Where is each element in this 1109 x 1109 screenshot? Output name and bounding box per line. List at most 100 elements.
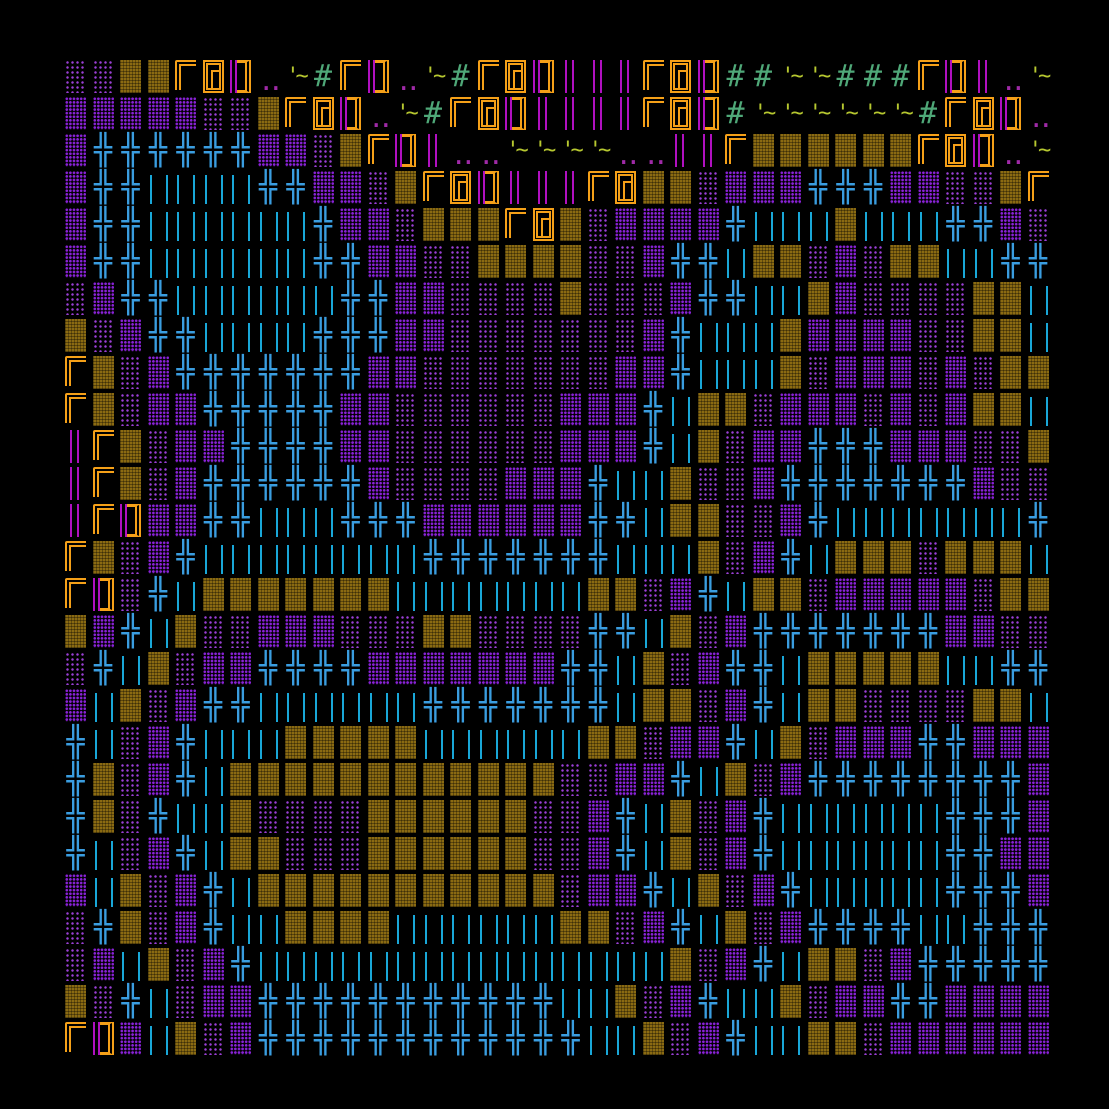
cross-junction-icon: ╬ <box>121 281 140 316</box>
tile-double-bar <box>227 539 255 576</box>
tile-double-bar <box>750 724 778 761</box>
tile-brick-wall <box>805 1020 833 1056</box>
cross-junction-icon: ╬ <box>836 429 855 464</box>
tile-floor-sparse-dots <box>722 539 750 576</box>
tile-double-bar <box>420 724 448 761</box>
tile-brick-wall <box>860 539 888 576</box>
tile-double-bar <box>970 243 998 280</box>
wall-block-icon <box>532 208 554 241</box>
tile-double-bar <box>1025 391 1053 428</box>
tile-brick-wall <box>970 391 998 428</box>
tile-cross-junction: ╬ <box>915 465 943 502</box>
tile-floor-dense-dots <box>227 650 255 687</box>
floor-dense-dots-icon <box>917 171 939 204</box>
cross-junction-icon: ╬ <box>313 207 333 242</box>
tile-floor-dense-dots <box>62 243 90 280</box>
floor-dense-dots-icon <box>147 763 169 796</box>
tile-floor-dense-dots <box>145 761 173 798</box>
double-bar-icon <box>589 989 608 1018</box>
cross-junction-icon: ╬ <box>313 1021 333 1056</box>
tile-floor-dense-dots <box>970 465 998 502</box>
tile-floor-dense-dots <box>475 502 503 539</box>
floor-sparse-dots-icon <box>862 689 884 722</box>
tile-brick-wall <box>502 243 530 280</box>
tile-double-bar <box>805 835 833 872</box>
cross-junction-icon: ╬ <box>863 170 883 205</box>
double-bar-icon <box>947 508 965 537</box>
floor-sparse-dots-icon <box>587 319 609 352</box>
tile-floor-sparse-dots <box>942 280 970 317</box>
floor-dense-dots-icon <box>697 208 719 241</box>
tile-floor-dense-dots <box>970 613 998 650</box>
cross-junction-icon: ╬ <box>671 910 690 945</box>
tile-cross-junction: ╬ <box>282 1020 310 1056</box>
brick-wall-icon <box>670 837 691 870</box>
tile-cross-junction: ╬ <box>337 502 365 539</box>
tile-brick-wall <box>860 132 888 169</box>
tile-double-bar <box>612 687 640 724</box>
tile-cross-junction: ╬ <box>530 1020 558 1056</box>
tile-cross-junction: ╬ <box>172 132 200 169</box>
tile-brick-wall <box>145 946 173 983</box>
magenta-bars-icon <box>592 97 602 130</box>
tile-brick-wall <box>365 761 393 798</box>
cross-junction-icon: ╬ <box>286 466 305 501</box>
tile-floor-dense-dots <box>117 317 145 354</box>
floor-sparse-dots-icon <box>202 615 224 648</box>
tile-double-bar <box>90 687 118 724</box>
tile-brick-wall <box>255 872 283 909</box>
tile-rubble-dots: .. <box>1025 95 1052 134</box>
tile-double-bar <box>722 983 750 1020</box>
tile-floor-dense-dots <box>750 428 778 465</box>
cross-junction-icon: ╬ <box>863 614 883 649</box>
tile-brick-wall <box>337 724 365 761</box>
tile-floor-sparse-dots <box>145 428 173 465</box>
tile-floor-dense-dots <box>530 502 558 539</box>
double-bar-icon <box>699 360 718 389</box>
cross-junction-icon: ╬ <box>148 281 168 316</box>
tile-floor-sparse-dots <box>62 946 90 983</box>
brick-wall-icon <box>642 652 664 685</box>
tile-cross-junction: ╬ <box>172 724 200 761</box>
tile-floor-dense-dots <box>365 243 393 280</box>
tile-double-bar <box>227 243 255 280</box>
tile-cross-junction: ╬ <box>970 761 998 798</box>
cross-junction-icon: ╬ <box>313 651 333 686</box>
floor-dense-dots-icon <box>175 911 196 944</box>
tile-double-bar <box>530 909 558 946</box>
water-ripple-icon: '~ <box>1028 138 1052 163</box>
floor-dense-dots-icon <box>725 171 746 204</box>
cross-junction-icon: ╬ <box>973 873 993 908</box>
tile-wall-corner-top-left <box>62 576 90 613</box>
tile-double-bar <box>392 539 420 576</box>
tile-wall-corner-bottom-right <box>475 169 503 206</box>
tile-brick-wall <box>420 872 448 909</box>
cross-junction-icon: ╬ <box>1001 244 1020 279</box>
tile-double-bar <box>145 169 173 206</box>
double-bar-icon <box>837 841 855 870</box>
tile-rubble-dots: .. <box>997 58 1026 97</box>
double-bar-icon <box>204 175 223 204</box>
tile-floor-sparse-dots <box>310 132 338 169</box>
tile-floor-dense-dots <box>777 502 805 539</box>
double-bar-icon <box>149 175 168 204</box>
brick-wall-icon <box>560 245 581 278</box>
floor-dense-dots-icon <box>1027 726 1049 759</box>
tile-brick-wall <box>777 983 805 1020</box>
tile-double-bar <box>640 465 668 502</box>
water-ripple-icon: '~ <box>506 138 529 163</box>
tile-brick-wall <box>777 354 805 391</box>
tile-brick-wall <box>832 539 860 576</box>
tile-floor-sparse-dots <box>860 243 888 280</box>
tile-cross-junction: ╬ <box>90 169 118 206</box>
floor-sparse-dots-icon <box>1000 615 1021 648</box>
floor-dense-dots-icon <box>725 800 746 833</box>
brick-wall-icon <box>285 763 306 796</box>
wall-corner-top-left-icon <box>642 60 664 90</box>
tile-brick-wall <box>585 909 613 946</box>
tile-floor-sparse-dots <box>915 354 943 391</box>
hash-grass-icon: # <box>836 59 855 94</box>
tile-brick-wall <box>585 724 613 761</box>
tile-floor-dense-dots <box>997 1020 1025 1056</box>
cross-junction-icon: ╬ <box>423 1021 443 1056</box>
